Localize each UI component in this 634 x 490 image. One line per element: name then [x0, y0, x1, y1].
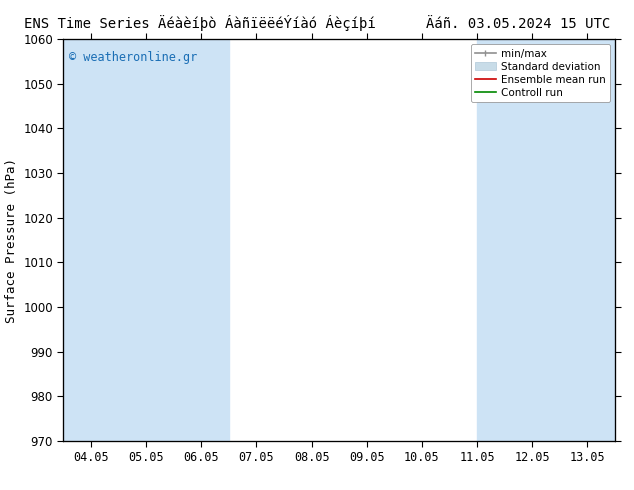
Bar [63, 39, 229, 441]
Legend: min/max, Standard deviation, Ensemble mean run, Controll run: min/max, Standard deviation, Ensemble me… [470, 45, 610, 102]
Text: © weatheronline.gr: © weatheronline.gr [69, 51, 197, 64]
Text: ENS Time Series Äéàèíþò ÁàñïëëéÝíàó Áèçíþí      Äáñ. 03.05.2024 15 UTC: ENS Time Series Äéàèíþò ÁàñïëëéÝíàó Áèçí… [24, 15, 610, 31]
Bar [477, 39, 615, 441]
Y-axis label: Surface Pressure (hPa): Surface Pressure (hPa) [4, 158, 18, 322]
